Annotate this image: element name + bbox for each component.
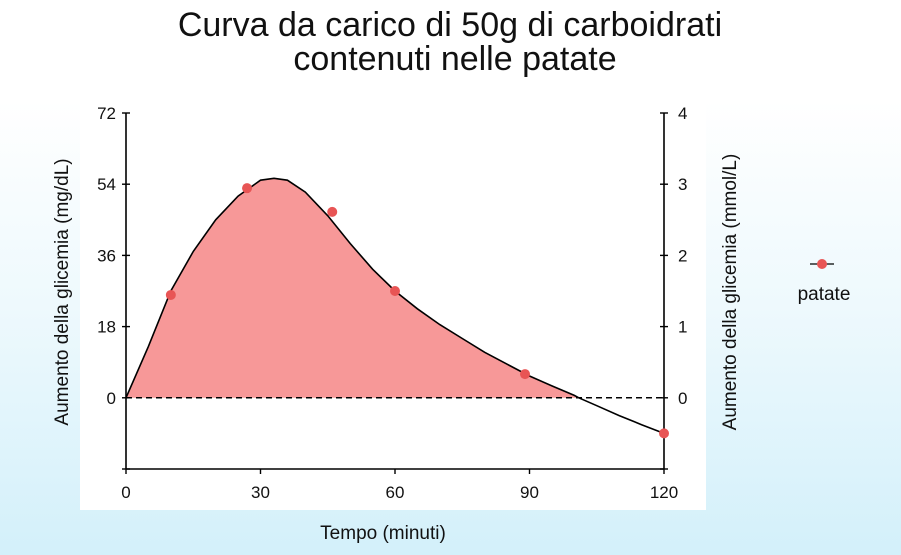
data-point [390, 286, 400, 296]
points-layer [165, 183, 669, 439]
y-tick-label-right: 1 [678, 318, 687, 337]
y-tick-label-right: 3 [678, 175, 687, 194]
legend: patate [798, 259, 851, 305]
x-tick-label: 60 [386, 483, 405, 502]
data-point [327, 206, 338, 217]
data-point [659, 428, 669, 439]
data-point [520, 369, 531, 380]
data-point [165, 289, 176, 300]
y-tick-label-left: 54 [97, 175, 116, 194]
x-tick-label: 120 [650, 483, 678, 502]
area-fill [126, 178, 579, 398]
y-tick-label-left: 18 [97, 318, 116, 337]
x-tick-label: 30 [251, 483, 270, 502]
chart-title-line-1: Curva da carico di 50g di carboidrati [178, 6, 722, 44]
y-tick-label-left: 72 [97, 104, 116, 123]
y-tick-label-right: 2 [678, 246, 687, 265]
axes-layer: 0 18 36 54 72 0 1 2 3 4 0 30 60 90 120 [97, 104, 687, 502]
y-tick-label-left: 0 [107, 389, 116, 408]
y-tick-label-right: 4 [678, 104, 687, 123]
data-point [242, 183, 253, 194]
x-axis-label: Tempo (minuti) [320, 523, 446, 544]
chart-title-line-2: contenuti nelle patate [293, 40, 616, 78]
y-axis-label-right: Aumento della glicemia (mmol/L) [720, 154, 741, 431]
legend-label: patate [798, 284, 851, 305]
y-tick-label-left: 36 [97, 246, 116, 265]
x-tick-label: 90 [520, 483, 539, 502]
x-tick-label: 0 [121, 483, 130, 502]
y-axis-label-left: Aumento della glicemia (mg/dL) [52, 158, 73, 425]
y-tick-label-right: 0 [678, 389, 687, 408]
legend-marker [817, 259, 827, 269]
